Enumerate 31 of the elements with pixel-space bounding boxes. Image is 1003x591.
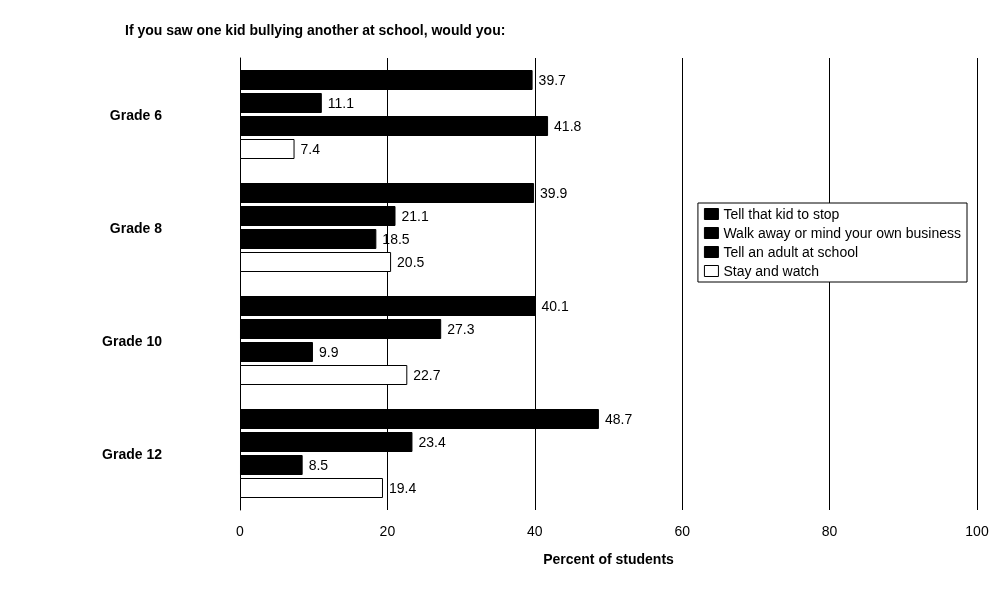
chart-title: If you saw one kid bullying another at school, would you: (125, 22, 506, 38)
data-label: 39.7 (538, 72, 567, 88)
data-label: 9.9 (318, 344, 339, 360)
data-label: 21.1 (401, 208, 429, 224)
y-tick-label: Grade 8 (109, 219, 163, 236)
legend-label: Tell that kid to stop (723, 206, 840, 222)
data-label: 7.4 (300, 141, 321, 157)
x-tick-label: 0 (236, 523, 245, 539)
x-tick-label: 20 (379, 523, 396, 539)
data-label: 20.5 (397, 254, 425, 270)
x-tick-label: 80 (821, 523, 838, 539)
data-label: 41.8 (554, 118, 582, 134)
legend-label: Walk away or mind your own business (723, 225, 961, 241)
x-axis-title: Percent of students (543, 551, 675, 567)
data-label: 23.4 (418, 434, 446, 450)
data-label: 39.9 (540, 185, 568, 201)
data-label: 8.5 (308, 457, 329, 473)
y-tick-label: Grade 12 (102, 445, 163, 462)
legend-label: Stay and watch (723, 263, 820, 279)
data-label: 11.1 (327, 95, 355, 111)
data-label: 40.1 (541, 298, 569, 314)
y-tick-label: Grade 6 (109, 106, 163, 123)
data-label: 19.4 (388, 480, 417, 496)
y-tick-label: Grade 10 (102, 332, 163, 349)
data-label: 27.3 (447, 321, 475, 337)
data-label: 22.7 (413, 367, 441, 383)
legend-label: Tell an adult at school (723, 244, 859, 260)
x-tick-label: 60 (674, 523, 691, 539)
data-label: 48.7 (604, 411, 633, 427)
x-tick-label: 40 (527, 523, 543, 539)
x-tick-label: 100 (965, 523, 989, 539)
